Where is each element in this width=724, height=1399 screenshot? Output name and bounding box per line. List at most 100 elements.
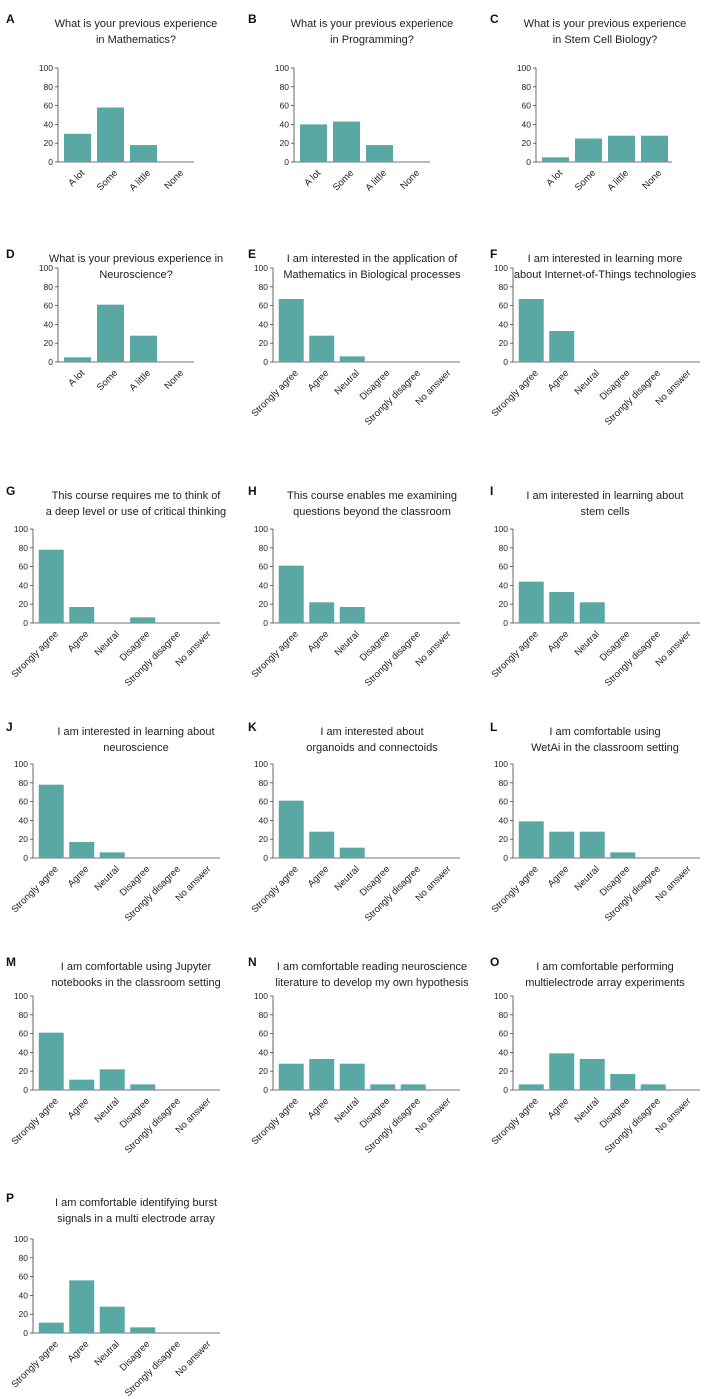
- panel-letter: D: [6, 247, 15, 261]
- y-tick-label: 40: [259, 815, 269, 825]
- chart-title-line: This course requires me to think of: [52, 490, 222, 502]
- y-tick-label: 100: [254, 263, 268, 273]
- y-tick-label: 0: [503, 357, 508, 367]
- y-tick-label: 80: [259, 1010, 269, 1020]
- bar-disagree: [130, 1084, 156, 1090]
- x-category-label: A little: [127, 368, 153, 394]
- panel-letter: M: [6, 955, 16, 969]
- bar-some: [97, 107, 124, 162]
- chart-panel-p: P I am comfortable identifying burst signa…: [6, 1191, 220, 1399]
- chart-panel-l: L I am comfortable using WetAi in the clas…: [489, 720, 700, 924]
- bar-neutral: [339, 1063, 365, 1090]
- chart-title-line: stem cells: [581, 506, 630, 518]
- x-category-label: A lot: [66, 168, 87, 189]
- x-category-label: Strongly agree: [249, 1096, 300, 1147]
- chart-title-line: notebooks in the classroom setting: [51, 977, 220, 989]
- y-tick-label: 20: [19, 1309, 29, 1319]
- chart-title-line: Neuroscience?: [99, 269, 172, 281]
- bar-agree: [309, 1058, 335, 1090]
- y-tick-label: 80: [499, 282, 509, 292]
- y-tick-label: 80: [522, 82, 532, 92]
- bar-strongly-disagree: [640, 1084, 666, 1090]
- y-tick-label: 20: [259, 599, 269, 609]
- y-tick-label: 40: [19, 815, 29, 825]
- chart-title-line: about Internet-of-Things technologies: [514, 269, 697, 281]
- x-category-label: Neutral: [572, 629, 601, 658]
- x-category-label: Neutral: [332, 629, 361, 658]
- chart-title-line: questions beyond the classroom: [293, 506, 451, 518]
- y-tick-label: 20: [522, 138, 532, 148]
- bar-disagree: [370, 1084, 396, 1090]
- y-tick-label: 20: [499, 834, 509, 844]
- x-category-label: None: [398, 168, 422, 192]
- y-tick-label: 80: [499, 778, 509, 788]
- y-tick-label: 60: [259, 562, 269, 572]
- x-category-label: Agree: [546, 368, 572, 394]
- y-tick-label: 0: [263, 1085, 268, 1095]
- x-category-label: None: [162, 168, 186, 192]
- chart-panel-j: J I am interested in learning about neuros…: [6, 720, 220, 924]
- chart-title-line: multielectrode array experiments: [525, 977, 685, 989]
- chart-title-line: in Stem Cell Biology?: [553, 34, 658, 46]
- y-tick-label: 40: [44, 119, 54, 129]
- y-tick-label: 100: [39, 63, 53, 73]
- x-category-label: Some: [95, 368, 120, 393]
- chart-title-line: I am interested in learning more: [528, 253, 683, 265]
- y-tick-label: 20: [499, 599, 509, 609]
- y-tick-label: 60: [19, 797, 29, 807]
- bar-strongly-agree: [278, 565, 304, 623]
- panel-letter: P: [6, 1191, 14, 1205]
- y-tick-label: 100: [14, 759, 28, 769]
- y-tick-label: 60: [44, 101, 54, 111]
- y-tick-label: 0: [526, 157, 531, 167]
- panel-letter: I: [490, 484, 493, 498]
- x-category-label: Some: [95, 168, 120, 193]
- bar-strongly-agree: [518, 1084, 544, 1090]
- y-tick-label: 60: [259, 797, 269, 807]
- y-tick-label: 80: [259, 778, 269, 788]
- bar-strongly-agree: [278, 299, 304, 362]
- bar-neutral: [339, 356, 365, 362]
- y-tick-label: 20: [19, 834, 29, 844]
- chart-title-line: organoids and connectoids: [306, 742, 438, 754]
- chart-title-line: a deep level or use of critical thinking: [46, 506, 226, 518]
- panel-letter: E: [248, 247, 256, 261]
- y-tick-label: 0: [263, 357, 268, 367]
- y-tick-label: 40: [19, 1290, 29, 1300]
- bar-a-lot: [64, 133, 91, 162]
- y-tick-label: 100: [517, 63, 531, 73]
- y-tick-label: 40: [280, 119, 290, 129]
- bar-agree: [69, 1280, 95, 1333]
- panel-letter: O: [490, 955, 499, 969]
- x-category-label: None: [640, 168, 664, 192]
- x-category-label: Strongly agree: [489, 368, 540, 419]
- y-tick-label: 80: [259, 543, 269, 553]
- y-tick-label: 100: [494, 263, 508, 273]
- chart-title-line: in Mathematics?: [96, 34, 176, 46]
- y-tick-label: 80: [499, 543, 509, 553]
- x-category-label: A lot: [66, 368, 87, 389]
- y-tick-label: 100: [494, 524, 508, 534]
- x-category-label: Neutral: [572, 864, 601, 893]
- y-tick-label: 100: [275, 63, 289, 73]
- y-tick-label: 100: [494, 991, 508, 1001]
- bar-agree: [549, 591, 575, 623]
- bar-neutral: [99, 1306, 125, 1333]
- x-category-label: Strongly disagree: [363, 368, 423, 428]
- y-tick-label: 80: [19, 543, 29, 553]
- bar-strongly-agree: [278, 800, 304, 858]
- bar-neutral: [99, 1069, 125, 1090]
- y-tick-label: 100: [254, 759, 268, 769]
- panel-letter: H: [248, 484, 257, 498]
- y-tick-label: 20: [259, 1066, 269, 1076]
- x-category-label: Agree: [546, 1096, 572, 1122]
- x-category-label: A little: [605, 168, 631, 194]
- bar-strongly-disagree: [400, 1084, 426, 1090]
- y-tick-label: 40: [499, 815, 509, 825]
- y-tick-label: 80: [19, 1253, 29, 1263]
- y-tick-label: 20: [19, 1066, 29, 1076]
- y-tick-label: 20: [44, 338, 54, 348]
- y-tick-label: 40: [522, 119, 532, 129]
- bar-agree: [309, 602, 335, 623]
- bar-a-lot: [64, 357, 91, 362]
